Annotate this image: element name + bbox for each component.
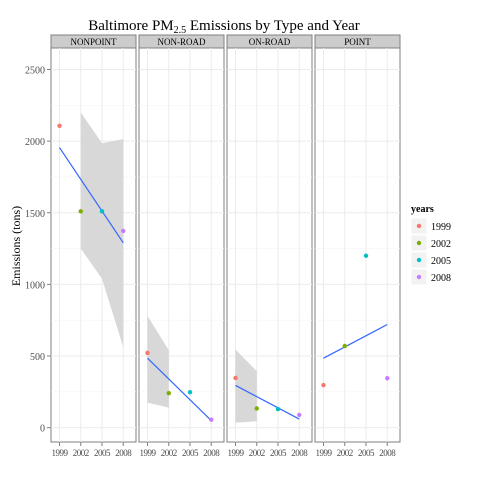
data-point-2005 — [187, 389, 193, 395]
y-tick-label: 1000 — [25, 280, 45, 291]
data-point-2008 — [297, 412, 302, 418]
x-tick-label: 2002 — [73, 448, 89, 458]
y-tick-label: 0 — [40, 424, 45, 435]
x-tick-label: 2005 — [94, 448, 111, 458]
confidence-band — [147, 315, 169, 408]
trend-line — [235, 384, 300, 420]
legend-entry-label: 2002 — [431, 239, 451, 250]
y-tick-label: 500 — [30, 352, 45, 363]
facet-strip-label: NON-ROAD — [158, 37, 206, 47]
x-tick-label: 1999 — [316, 448, 333, 458]
facet-panels: NONPOINT 1999 2002 2005 2008 NON-ROAD 1999 2002… — [50, 34, 401, 458]
y-axis-label: Emissions (tons) — [9, 206, 23, 286]
legend-marker — [416, 274, 422, 280]
x-tick-label: 2002 — [249, 448, 265, 458]
data-point-1999 — [145, 350, 150, 356]
x-tick-label: 2005 — [182, 448, 199, 458]
facet-strip-label: POINT — [344, 37, 371, 47]
legend-marker — [416, 257, 422, 263]
data-point-1999 — [57, 123, 62, 128]
data-point-1999 — [321, 382, 326, 388]
y-axis: 0 500 1000 1500 2000 2500 — [25, 65, 51, 435]
trend-line — [59, 147, 124, 244]
y-tick-label: 2500 — [25, 65, 45, 76]
data-point-2008 — [385, 376, 390, 381]
y-tick-label: 2000 — [25, 137, 45, 148]
x-tick-label: 2008 — [291, 448, 308, 458]
data-point-2002 — [78, 209, 83, 214]
x-tick-label: 2005 — [358, 448, 375, 458]
trend-line — [147, 357, 212, 421]
x-tick-label: 1999 — [228, 448, 245, 458]
facet-panel-non-road: NON-ROAD 1999 2002 2005 2008 — [138, 34, 225, 458]
data-point-2005 — [363, 253, 369, 258]
confidence-band — [235, 349, 257, 423]
data-point-2002 — [166, 390, 171, 396]
y-tick-label: 1500 — [25, 209, 45, 220]
facet-panel-nonpoint: NONPOINT 1999 2002 2005 2008 — [50, 34, 137, 458]
data-point-2005 — [99, 209, 105, 214]
x-tick-label: 1999 — [52, 448, 69, 458]
facet-panel-point: POINT 1999 2002 2005 2008 — [314, 34, 401, 458]
trend-line — [323, 323, 388, 359]
x-tick-label: 1999 — [140, 448, 157, 458]
data-point-2002 — [254, 406, 259, 411]
data-point-2008 — [209, 417, 214, 422]
x-tick-label: 2008 — [203, 448, 220, 458]
legend-entry-label: 2005 — [431, 256, 451, 267]
chart-title-rest: Emissions by Type and Year — [186, 18, 360, 34]
panel-background — [314, 47, 401, 443]
legend-title: years — [411, 204, 434, 215]
x-tick-label: 2008 — [379, 448, 396, 458]
chart-title: Baltimore PM2.5 Emissions by Type and Ye… — [88, 18, 360, 36]
confidence-band — [80, 112, 124, 348]
legend-entry-label: 1999 — [431, 222, 451, 233]
data-point-2008 — [121, 228, 126, 234]
x-tick-label: 2005 — [270, 448, 287, 458]
facet-panel-on-road: ON-ROAD 1999 2002 2005 2008 — [226, 34, 313, 458]
data-point-2002 — [342, 343, 347, 349]
facet-strip-label: ON-ROAD — [249, 37, 291, 47]
data-point-2005 — [275, 406, 281, 412]
x-tick-label: 2002 — [161, 448, 177, 458]
legend-entry-label: 2008 — [431, 273, 451, 284]
data-point-1999 — [233, 375, 238, 381]
x-tick-label: 2002 — [337, 448, 353, 458]
legend-marker — [416, 240, 422, 246]
chart-title-main: Baltimore PM — [88, 18, 173, 34]
facet-strip-label: NONPOINT — [71, 37, 118, 47]
legend: years 1999 2002 2005 2008 — [410, 204, 451, 286]
x-tick-label: 2008 — [115, 448, 132, 458]
legend-marker — [416, 223, 422, 229]
chart-title-subscript: 2.5 — [174, 25, 187, 36]
